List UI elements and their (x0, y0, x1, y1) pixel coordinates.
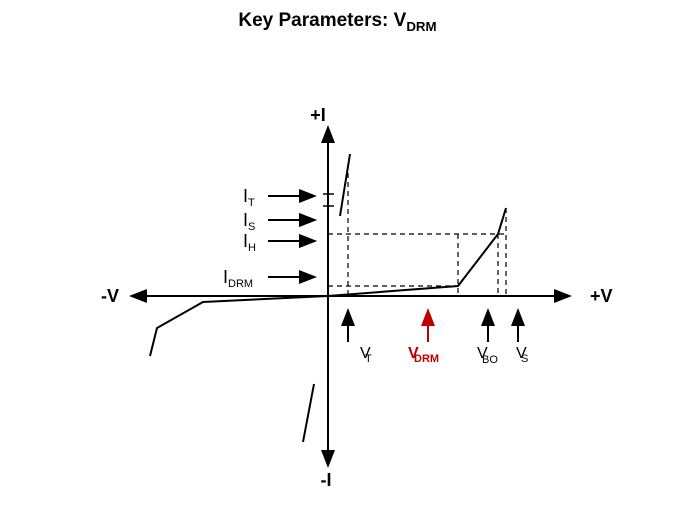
page-title: Key Parameters: VDRM (0, 0, 675, 34)
axis-label-plus-i: +I (310, 105, 326, 125)
title-prefix: Key Parameters: V (238, 10, 406, 31)
iv-curve-diagram: +I-I+V-VITISIHIDRMVTVDRMVBOVS (38, 34, 638, 494)
diagram-container: +I-I+V-VITISIHIDRMVTVDRMVBOVS (0, 34, 675, 494)
label-IH-sub: H (248, 242, 256, 254)
curve-pos_breakover (328, 208, 506, 296)
curve-neg_breakover (150, 296, 328, 356)
axis-label-minus-i: -I (320, 470, 331, 490)
curve-neg_on_state (303, 384, 314, 442)
title-sub: DRM (406, 19, 436, 34)
label-VT-sub: T (365, 353, 372, 365)
label-IS-sub: S (248, 221, 255, 233)
label-VBO-sub: BO (482, 354, 498, 366)
label-IT-sub: T (248, 197, 255, 209)
label-VDRM-sub: DRM (414, 353, 439, 365)
label-VS-sub: S (521, 353, 528, 365)
axis-label-plus-v: +V (590, 286, 613, 306)
axis-label-minus-v: -V (101, 286, 119, 306)
label-IDRM-sub: DRM (228, 278, 253, 290)
